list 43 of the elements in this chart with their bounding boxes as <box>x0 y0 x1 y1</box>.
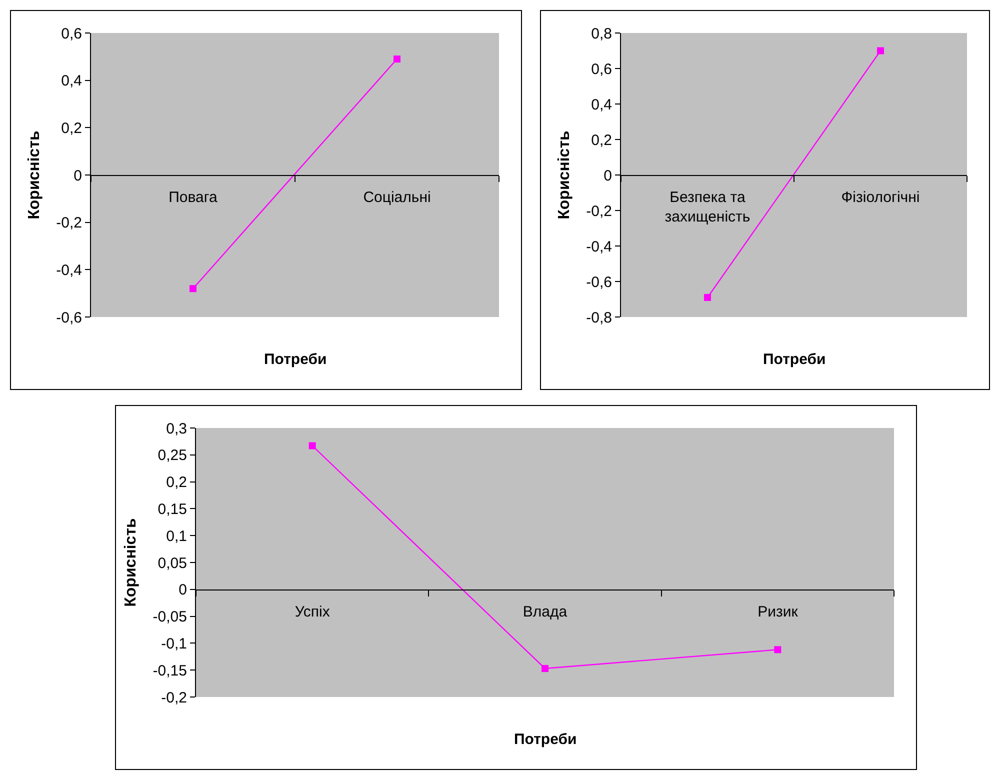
x-axis-title: Потреби <box>514 731 577 748</box>
y-tick-label: 0,15 <box>158 500 187 518</box>
y-tick-label: 0,6 <box>61 25 82 42</box>
y-tick-label: -0,8 <box>586 309 612 326</box>
y-axis-title: Корисність <box>122 518 140 607</box>
x-tick-label: Влада <box>522 603 568 620</box>
y-tick-label: 0,4 <box>591 96 612 114</box>
point <box>774 646 782 654</box>
y-tick-label: 0,8 <box>591 25 612 42</box>
point <box>308 442 316 450</box>
y-tick-label: -0,2 <box>161 689 187 706</box>
y-tick-label: 0,3 <box>166 420 187 438</box>
y-tick-label: 0,2 <box>166 474 187 492</box>
y-tick-label: 0,25 <box>158 447 187 464</box>
y-tick-label: -0,6 <box>586 274 612 291</box>
x-axis-title: Потреби <box>264 351 327 368</box>
y-axis-title: Корисність <box>26 130 44 220</box>
y-tick-label: -0,1 <box>161 635 187 652</box>
y-tick-label: 0,2 <box>591 132 612 149</box>
y-tick-label: -0,05 <box>152 608 187 626</box>
y-tick-label: -0,4 <box>56 262 82 279</box>
x-axis-title: Потреби <box>763 351 826 368</box>
y-tick-label: 0,2 <box>61 120 82 137</box>
y-tick-label: 0,05 <box>158 554 187 572</box>
y-tick-label: 0,4 <box>61 72 82 90</box>
y-tick-label: 0 <box>178 582 187 599</box>
point <box>542 664 548 672</box>
y-tick-label: -0,2 <box>586 202 612 220</box>
x-tick-label: Безпека та захищеність <box>664 189 750 226</box>
y-tick-label: 0,6 <box>591 60 612 78</box>
y-tick-label: 0 <box>604 167 612 184</box>
x-tick-label: Повага <box>168 189 218 206</box>
y-axis-title: Корисність <box>556 130 574 220</box>
y-tick-label: -0,15 <box>152 662 187 680</box>
y-tick-label: -0,2 <box>56 214 82 232</box>
x-tick-label: Ризик <box>758 603 798 620</box>
x-tick-label: Успіх <box>294 603 330 620</box>
x-tick-label: Фізіологічні <box>841 189 920 206</box>
y-tick-label: 0,1 <box>166 528 187 545</box>
y-tick-label: -0,6 <box>56 309 82 326</box>
y-tick-label: -0,4 <box>586 238 612 256</box>
y-tick-label: 0 <box>74 167 82 184</box>
x-tick-label: Соціальні <box>363 189 431 206</box>
